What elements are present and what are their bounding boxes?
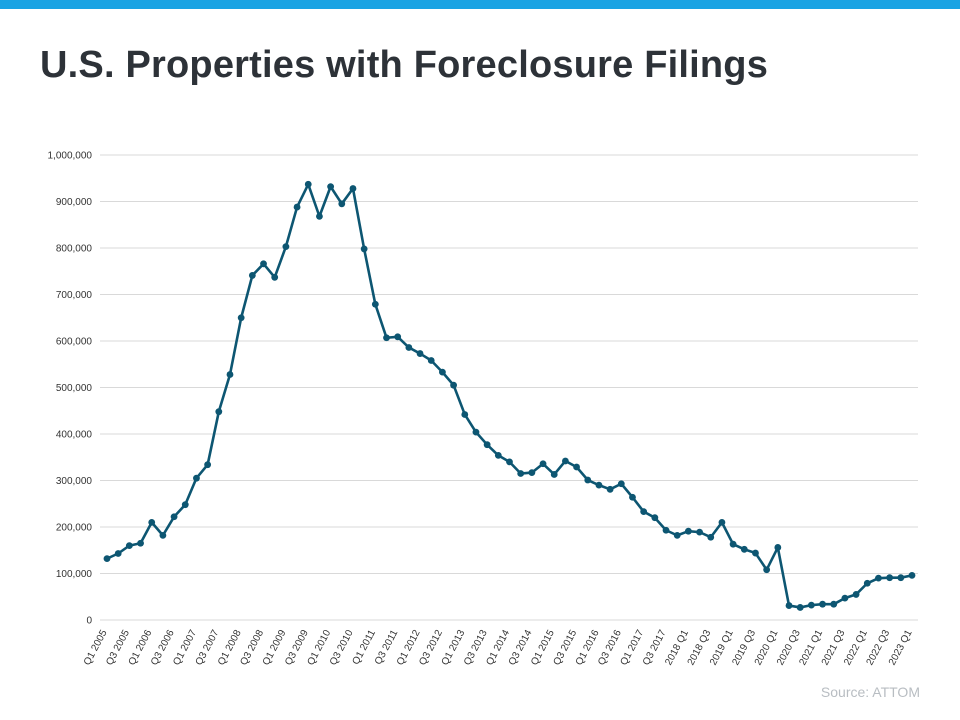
y-tick-label: 1,000,000: [48, 151, 93, 162]
data-point: [204, 461, 212, 469]
data-point: [819, 600, 826, 608]
data-point: [383, 334, 390, 342]
data-point: [584, 476, 592, 484]
data-point: [841, 594, 849, 602]
data-point: [271, 273, 279, 281]
data-point: [181, 501, 189, 509]
y-axis-ticks: 0 100,000 200,000 300,000 400,000 500,000 600,…: [48, 151, 93, 627]
data-point: [729, 540, 737, 548]
data-point: [684, 527, 692, 535]
data-point: [506, 458, 513, 466]
data-point: [304, 180, 312, 188]
data-point: [293, 203, 301, 211]
data-point: [897, 574, 905, 582]
data-point: [371, 300, 379, 308]
data-point: [237, 314, 245, 322]
y-tick-label: 800,000: [56, 244, 93, 255]
data-point: [785, 602, 793, 609]
data-point: [863, 579, 871, 587]
data-point: [662, 526, 670, 534]
data-point: [159, 531, 167, 539]
data-point: [606, 485, 614, 493]
data-point: [248, 272, 256, 279]
data-point: [103, 555, 111, 563]
y-tick-label: 100,000: [56, 569, 93, 580]
data-point: [629, 493, 636, 501]
data-point: [763, 566, 771, 574]
data-point: [416, 350, 424, 357]
y-tick-label: 0: [86, 616, 92, 627]
data-point: [349, 185, 357, 192]
data-point: [807, 601, 815, 609]
data-point: [539, 460, 547, 468]
data-point: [360, 245, 368, 253]
data-point: [550, 471, 558, 478]
y-tick-label: 700,000: [56, 290, 93, 301]
data-point: [908, 571, 916, 579]
data-point: [461, 411, 469, 418]
data-point: [170, 513, 178, 521]
y-tick-label: 300,000: [56, 476, 93, 487]
data-point: [852, 591, 860, 598]
data-point: [696, 528, 703, 536]
data-point: [740, 545, 748, 553]
data-point: [875, 574, 882, 582]
data-point: [517, 470, 525, 477]
y-tick-label: 600,000: [56, 337, 93, 348]
gridlines: [100, 154, 918, 621]
data-point: [327, 183, 335, 191]
data-point: [483, 441, 491, 449]
data-point: [796, 604, 804, 611]
data-point: [886, 574, 894, 582]
source-note: Source: ATTOM: [820, 684, 920, 700]
data-point: [640, 508, 648, 516]
data-point: [405, 344, 413, 351]
y-tick-label: 400,000: [56, 430, 93, 441]
data-point: [707, 533, 715, 541]
data-point: [338, 200, 346, 208]
data-point: [673, 531, 681, 539]
data-point: [394, 333, 402, 341]
data-point: [215, 408, 223, 416]
data-point: [316, 212, 323, 220]
data-point: [114, 550, 122, 557]
y-tick-label: 900,000: [56, 197, 93, 208]
series-points: [103, 180, 916, 611]
data-point: [718, 518, 726, 526]
data-point: [651, 514, 659, 522]
data-point: [282, 243, 290, 251]
data-point: [148, 518, 156, 526]
data-point: [528, 469, 536, 476]
data-point: [260, 260, 267, 268]
y-tick-label: 500,000: [56, 383, 93, 394]
data-point: [125, 542, 133, 549]
data-point: [137, 539, 144, 547]
data-point: [595, 481, 603, 489]
data-point: [494, 451, 502, 459]
data-point: [226, 371, 234, 378]
top-accent-bar: [0, 0, 960, 9]
y-tick-label: 200,000: [56, 523, 93, 534]
data-point: [472, 428, 480, 436]
data-point: [774, 544, 782, 551]
data-point: [193, 474, 200, 482]
data-point: [617, 480, 625, 488]
data-point: [752, 549, 759, 557]
data-point: [562, 457, 569, 465]
data-point: [427, 357, 435, 364]
data-point: [830, 600, 838, 608]
page-title: U.S. Properties with Foreclosure Filings: [40, 44, 769, 86]
data-point: [450, 381, 457, 389]
data-point: [573, 463, 580, 471]
data-point: [439, 368, 446, 376]
